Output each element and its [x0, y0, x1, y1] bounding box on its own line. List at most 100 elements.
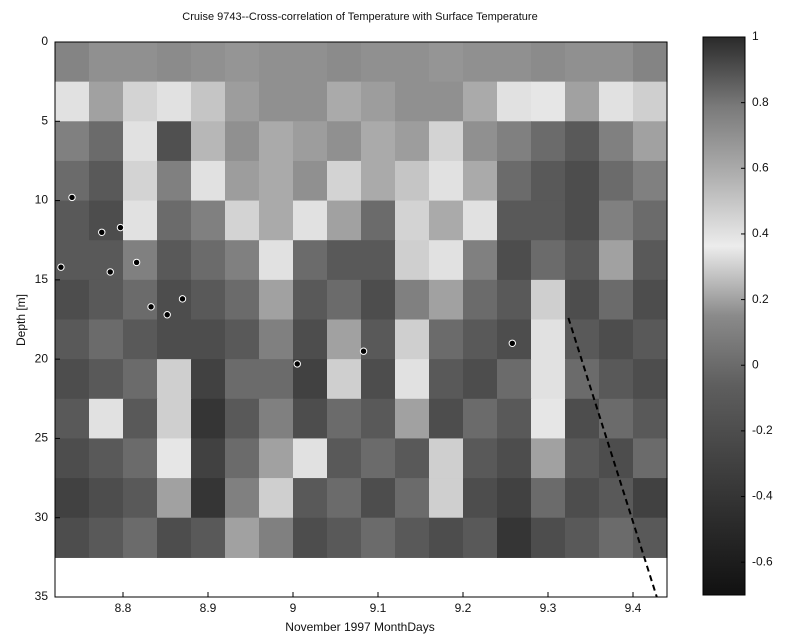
heatmap-cell — [157, 121, 192, 162]
heatmap-cell — [259, 81, 294, 122]
heatmap-cell — [293, 279, 328, 321]
heatmap-cell — [565, 121, 600, 162]
heatmap-cell — [123, 42, 158, 83]
heatmap-cell — [327, 478, 362, 519]
heatmap-cell — [633, 121, 668, 162]
data-point — [178, 295, 187, 303]
heatmap-cell — [327, 200, 362, 241]
heatmap-cell — [463, 200, 498, 241]
heatmap-cell — [395, 160, 430, 202]
heatmap-cell — [531, 240, 566, 281]
colorbar-tick-label: -0.4 — [752, 489, 773, 503]
heatmap-cell — [633, 478, 668, 519]
x-tick-label: 8.8 — [115, 601, 132, 615]
x-axis-label: November 1997 MonthDays — [285, 620, 434, 634]
heatmap-cell — [123, 121, 158, 162]
heatmap-cell — [531, 279, 566, 321]
heatmap-cell — [361, 200, 396, 241]
data-point — [57, 263, 65, 271]
heatmap-cell — [463, 398, 498, 440]
heatmap-cell — [191, 398, 226, 440]
heatmap-cell — [565, 319, 600, 360]
heatmap-cell — [259, 42, 294, 83]
x-tick-label: 8.9 — [200, 601, 217, 615]
heatmap-cell — [395, 81, 430, 122]
heatmap-cell — [293, 200, 328, 241]
heatmap-cell — [531, 398, 566, 440]
heatmap-cell — [293, 160, 328, 202]
heatmap-cell — [293, 517, 328, 558]
heatmap-cell — [463, 319, 498, 360]
heatmap-cell — [395, 240, 430, 281]
data-point — [132, 258, 141, 267]
heatmap-cell — [259, 240, 294, 281]
heatmap-cell — [55, 398, 90, 440]
heatmap-cell — [191, 279, 226, 321]
heatmap-cell — [361, 517, 396, 558]
heatmap-cell — [463, 42, 498, 83]
heatmap-cell — [633, 42, 668, 83]
data-point — [293, 360, 301, 368]
heatmap-cell — [497, 200, 532, 241]
heatmap-cell — [55, 319, 90, 360]
heatmap-cell — [497, 478, 532, 519]
heatmap-cell — [599, 319, 634, 360]
heatmap-cell — [497, 121, 532, 162]
heatmap-cell — [225, 517, 260, 558]
heatmap-cell — [497, 438, 532, 479]
heatmap-cell — [225, 279, 260, 321]
heatmap-cell — [225, 359, 260, 400]
heatmap-cell — [531, 319, 566, 360]
heatmap-cell — [361, 81, 396, 122]
heatmap-cell — [361, 121, 396, 162]
heatmap-cell — [123, 279, 158, 321]
heatmap-cell — [429, 438, 464, 479]
heatmap-cell — [89, 121, 124, 162]
chart-title: Cruise 9743--Cross-correlation of Temper… — [182, 11, 537, 23]
heatmap-cell — [599, 279, 634, 321]
heatmap-cell — [463, 240, 498, 281]
heatmap-cell — [395, 319, 430, 360]
heatmap-cell — [225, 160, 260, 202]
heatmap-cell — [191, 121, 226, 162]
heatmap-cell — [361, 279, 396, 321]
heatmap-cell — [429, 398, 464, 440]
heatmap-cell — [327, 240, 362, 281]
heatmap-cell — [531, 81, 566, 122]
heatmap-cell — [89, 319, 124, 360]
heatmap-cell — [565, 359, 600, 400]
y-tick-label: 10 — [35, 193, 49, 207]
heatmap-cell — [327, 359, 362, 400]
colorbar-tick-label: 0.8 — [752, 95, 769, 109]
heatmap-cell — [463, 279, 498, 321]
heatmap-cell — [395, 478, 430, 519]
heatmap-cell — [599, 200, 634, 241]
heatmap-cell — [463, 478, 498, 519]
colorbar-tick-label: 0.2 — [752, 292, 769, 306]
heatmap-cell — [293, 42, 328, 83]
heatmap-cell — [327, 398, 362, 440]
heatmap-cell — [565, 42, 600, 83]
data-point — [163, 311, 171, 319]
heatmap-cell — [89, 81, 124, 122]
heatmap-cell — [55, 517, 90, 558]
heatmap-cell — [395, 279, 430, 321]
heatmap-cell — [429, 81, 464, 122]
heatmap-cell — [259, 279, 294, 321]
colorbar-tick-label: 0 — [752, 357, 759, 371]
heatmap-cell — [191, 517, 226, 558]
heatmap-cell — [191, 438, 226, 479]
y-tick-label: 25 — [35, 431, 49, 445]
y-tick-label: 15 — [35, 272, 49, 286]
heatmap-cell — [327, 42, 362, 83]
heatmap-cell — [395, 438, 430, 479]
heatmap-cell — [89, 160, 124, 202]
heatmap-cell — [259, 359, 294, 400]
heatmap-cell — [89, 438, 124, 479]
heatmap-cell — [633, 319, 668, 360]
heatmap-cell — [55, 279, 90, 321]
heatmap-cell — [191, 240, 226, 281]
heatmap-cell — [55, 121, 90, 162]
heatmap-cell — [327, 279, 362, 321]
